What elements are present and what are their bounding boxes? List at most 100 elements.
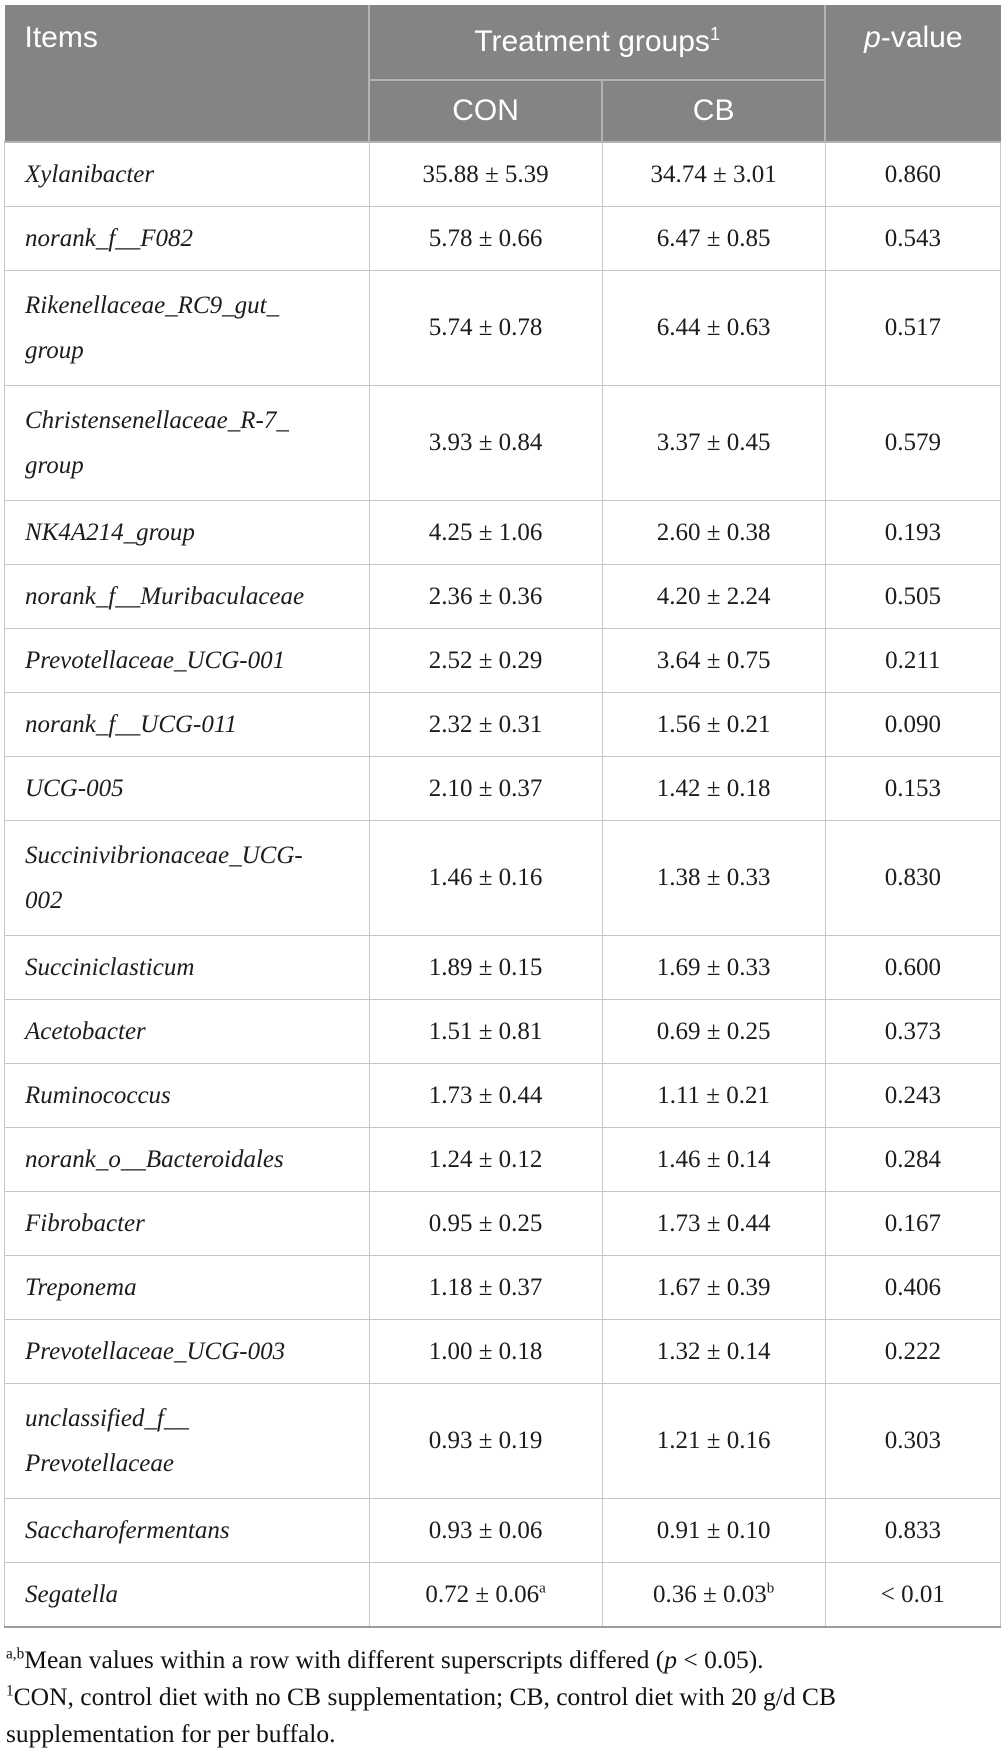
con-value: 1.00 ± 0.18	[368, 1319, 603, 1384]
cb-value: 3.64 ± 0.75	[601, 628, 826, 693]
con-value: 1.46 ± 0.16	[368, 820, 603, 936]
item-name: norank_f__F082	[4, 206, 370, 271]
table-row: Prevotellaceae_UCG-003 1.00 ± 0.18 1.32 ± …	[4, 1319, 1002, 1384]
table-row: NK4A214_group 4.25 ± 1.06 2.60 ± 0.38 0.193	[4, 500, 1002, 565]
footnote-abbreviations: 1CON, control diet with no CB supplement…	[6, 1679, 999, 1753]
con-value: 1.73 ± 0.44	[368, 1063, 603, 1128]
con-value: 5.78 ± 0.66	[368, 206, 603, 271]
p-value: 0.517	[824, 270, 1002, 386]
treatment-groups-label: Treatment groups	[474, 25, 710, 58]
item-name: Acetobacter	[4, 999, 370, 1064]
table-body: Xylanibacter 35.88 ± 5.39 34.74 ± 3.01 0.86…	[4, 141, 1002, 1628]
p-value: 0.373	[824, 999, 1002, 1064]
cb-value: 1.56 ± 0.21	[601, 692, 826, 757]
item-name: NK4A214_group	[4, 500, 370, 565]
cb-value: 3.37 ± 0.45	[601, 385, 826, 501]
con-value: 0.72 ± 0.06a	[368, 1562, 603, 1628]
cb-label: CB	[692, 94, 735, 127]
item-name: unclassified_f__ Prevotellaceae	[4, 1383, 370, 1499]
cb-value: 1.42 ± 0.18	[601, 756, 826, 821]
p-value: 0.222	[824, 1319, 1002, 1384]
item-name: Succinivibrionaceae_UCG- 002	[4, 820, 370, 936]
footnote-significance-pre: Mean values within a row with different …	[24, 1645, 665, 1674]
p-value: 0.284	[824, 1127, 1002, 1192]
cb-value: 1.67 ± 0.39	[601, 1255, 826, 1320]
item-name: Prevotellaceae_UCG-001	[4, 628, 370, 693]
con-value: 0.95 ± 0.25	[368, 1191, 603, 1256]
items-label: Items	[24, 21, 98, 54]
con-value: 1.89 ± 0.15	[368, 935, 603, 1000]
column-header-treatment-groups: Treatment groups1	[368, 5, 827, 81]
p-value: 0.153	[824, 756, 1002, 821]
table-row: Rikenellaceae_RC9_gut_ group 5.74 ± 0.78 6.…	[4, 270, 1002, 386]
con-value: 2.32 ± 0.31	[368, 692, 603, 757]
item-name: Prevotellaceae_UCG-003	[4, 1319, 370, 1384]
footnote-significance-p: p	[664, 1645, 677, 1674]
cb-value: 1.46 ± 0.14	[601, 1127, 826, 1192]
con-label: CON	[452, 94, 519, 127]
cb-value: 1.21 ± 0.16	[601, 1383, 826, 1499]
table-row: Succiniclasticum 1.89 ± 0.15 1.69 ± 0.33 0.…	[4, 935, 1002, 1000]
column-header-cb: CB	[601, 79, 827, 143]
cb-value: 4.20 ± 2.24	[601, 564, 826, 629]
con-value: 1.24 ± 0.12	[368, 1127, 603, 1192]
table-row: Fibrobacter 0.95 ± 0.25 1.73 ± 0.44 0.167	[4, 1191, 1002, 1256]
table-row: Christensenellaceae_R-7_ group 3.93 ± 0.84…	[4, 385, 1002, 501]
p-value: 0.505	[824, 564, 1002, 629]
item-name: Xylanibacter	[4, 141, 370, 207]
item-name: norank_o__Bacteroidales	[4, 1127, 370, 1192]
table-row: norank_f__UCG-011 2.32 ± 0.31 1.56 ± 0.21 0…	[4, 692, 1002, 757]
item-name: Treponema	[4, 1255, 370, 1320]
footnote-abbreviations-text: CON, control diet with no CB supplementa…	[6, 1681, 836, 1748]
cb-value: 0.69 ± 0.25	[601, 999, 826, 1064]
treatment-groups-footnote-marker: 1	[709, 24, 720, 44]
cb-value: 1.11 ± 0.21	[601, 1063, 826, 1128]
item-name: Segatella	[4, 1562, 370, 1628]
con-value: 4.25 ± 1.06	[368, 500, 603, 565]
cb-value: 1.32 ± 0.14	[601, 1319, 826, 1384]
cb-value: 0.91 ± 0.10	[601, 1498, 826, 1563]
table-row: norank_f__Muribaculaceae 2.36 ± 0.36 4.20 …	[4, 564, 1002, 629]
p-value: 0.303	[824, 1383, 1002, 1499]
con-value: 35.88 ± 5.39	[368, 141, 603, 207]
cb-value: 1.73 ± 0.44	[601, 1191, 826, 1256]
item-name: norank_f__UCG-011	[4, 692, 370, 757]
p-value: 0.579	[824, 385, 1002, 501]
p-value: 0.211	[824, 628, 1002, 693]
table-row: Prevotellaceae_UCG-001 2.52 ± 0.29 3.64 ± …	[4, 628, 1002, 693]
footnote-significance: a,bMean values within a row with differe…	[6, 1642, 999, 1679]
footnote-abbreviations-marker: 1	[6, 1682, 14, 1700]
con-value: 1.18 ± 0.37	[368, 1255, 603, 1320]
footnote-significance-post: < 0.05).	[676, 1645, 764, 1674]
p-value: 0.167	[824, 1191, 1002, 1256]
con-value: 5.74 ± 0.78	[368, 270, 603, 386]
table-row: norank_o__Bacteroidales 1.24 ± 0.12 1.46 ±…	[4, 1127, 1002, 1192]
item-name: Fibrobacter	[4, 1191, 370, 1256]
cb-value: 1.38 ± 0.33	[601, 820, 826, 936]
item-name: Saccharofermentans	[4, 1498, 370, 1563]
table-row: Treponema 1.18 ± 0.37 1.67 ± 0.39 0.406	[4, 1255, 1002, 1320]
table-row: Segatella 0.72 ± 0.06a 0.36 ± 0.03b < 0.01	[4, 1562, 1002, 1628]
cb-value: 6.47 ± 0.85	[601, 206, 826, 271]
table-footnotes: a,bMean values within a row with differe…	[4, 1628, 1001, 1753]
pvalue-p: p	[864, 21, 881, 54]
cb-value: 0.36 ± 0.03b	[601, 1562, 826, 1628]
p-value: 0.243	[824, 1063, 1002, 1128]
p-value: 0.406	[824, 1255, 1002, 1320]
table-header: Items Treatment groups1 p-value CON CB	[4, 5, 1001, 143]
footnote-significance-marker: a,b	[6, 1645, 25, 1663]
p-value: 0.833	[824, 1498, 1002, 1563]
table-row: unclassified_f__ Prevotellaceae 0.93 ± 0.1…	[4, 1383, 1002, 1499]
item-name: Christensenellaceae_R-7_ group	[4, 385, 370, 501]
column-header-con: CON	[368, 79, 604, 143]
column-header-items: Items	[4, 5, 371, 143]
con-value: 3.93 ± 0.84	[368, 385, 603, 501]
microbiota-abundance-table: Items Treatment groups1 p-value CON CB X…	[4, 5, 1002, 1628]
con-value: 1.51 ± 0.81	[368, 999, 603, 1064]
p-value: 0.830	[824, 820, 1002, 936]
table-row: norank_f__F082 5.78 ± 0.66 6.47 ± 0.85 0.54…	[4, 206, 1002, 271]
table-row: Xylanibacter 35.88 ± 5.39 34.74 ± 3.01 0.86…	[4, 141, 1002, 207]
con-value: 0.93 ± 0.19	[368, 1383, 603, 1499]
con-value: 0.93 ± 0.06	[368, 1498, 603, 1563]
item-name: Ruminococcus	[4, 1063, 370, 1128]
